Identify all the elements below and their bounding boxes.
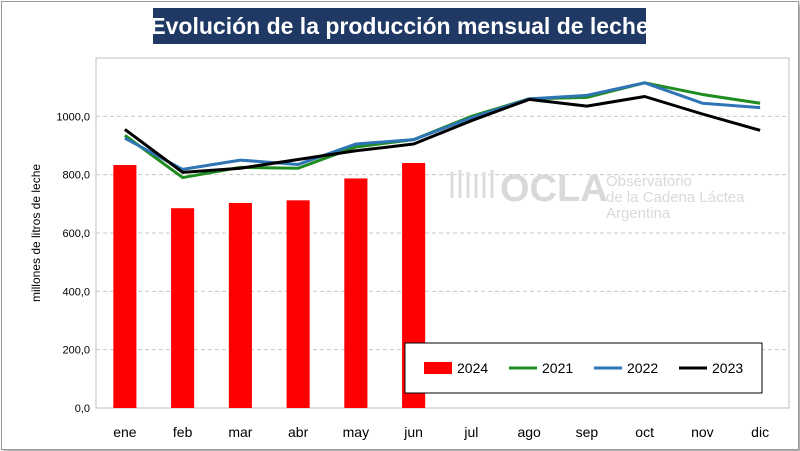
x-tick-label: may bbox=[343, 424, 369, 440]
x-tick-label: oct bbox=[635, 424, 654, 440]
x-tick-label: mar bbox=[228, 424, 252, 440]
x-tick-label: jul bbox=[463, 424, 478, 440]
ocla-logo-icon bbox=[450, 170, 494, 198]
watermark-line1: Observatorio bbox=[606, 173, 692, 190]
bar-2024-feb bbox=[171, 208, 195, 408]
ocla-watermark: OCLA Observatorio de la Cadena Láctea Ar… bbox=[450, 168, 745, 222]
x-tick-label: dic bbox=[751, 424, 769, 440]
x-tick-label: ago bbox=[517, 424, 541, 440]
bar-2024-mar bbox=[228, 202, 252, 408]
chart-title: Evolución de la producción mensual de le… bbox=[150, 12, 649, 39]
y-tick-label: 800,0 bbox=[62, 170, 90, 182]
x-tick-label: feb bbox=[173, 424, 193, 440]
x-tick-label: sep bbox=[576, 424, 599, 440]
y-tick-label: 200,0 bbox=[62, 345, 90, 357]
legend-swatch-2024 bbox=[424, 362, 452, 374]
bar-2024-may bbox=[344, 178, 368, 408]
x-tick-label: nov bbox=[691, 424, 714, 440]
x-tick-labels: ene feb mar abr may jun jul ago sep oct nov dic bbox=[113, 424, 769, 440]
watermark-line3: Argentina bbox=[606, 205, 671, 222]
y-tick-label: 0,0 bbox=[75, 403, 90, 415]
legend: 2024 2021 2022 2023 bbox=[404, 342, 763, 394]
watermark-brand: OCLA bbox=[500, 168, 608, 210]
legend-label-2023: 2023 bbox=[712, 360, 743, 376]
y-tick-label: 600,0 bbox=[62, 228, 90, 240]
y-axis-label: millones de litros de leche bbox=[29, 164, 43, 302]
legend-label-2022: 2022 bbox=[627, 360, 658, 376]
line-2023 bbox=[123, 95, 761, 174]
watermark-line2: de la Cadena Láctea bbox=[606, 189, 745, 206]
bar-2024-abr bbox=[286, 200, 310, 408]
y-tick-label: 1000,0 bbox=[56, 111, 90, 123]
y-tick-label: 400,0 bbox=[62, 286, 90, 298]
bar-2024-ene bbox=[113, 165, 137, 408]
line-series bbox=[123, 81, 761, 180]
chart-title-box: Evolución de la producción mensual de le… bbox=[150, 8, 649, 44]
legend-label-2024: 2024 bbox=[457, 360, 488, 376]
line-2022 bbox=[124, 81, 761, 171]
y-tick-labels: 0,0 200,0 400,0 600,0 800,0 1000,0 bbox=[56, 111, 90, 415]
x-tick-label: ene bbox=[113, 424, 137, 440]
x-tick-label: jun bbox=[403, 424, 423, 440]
legend-label-2021: 2021 bbox=[542, 360, 573, 376]
x-tick-label: abr bbox=[288, 424, 309, 440]
